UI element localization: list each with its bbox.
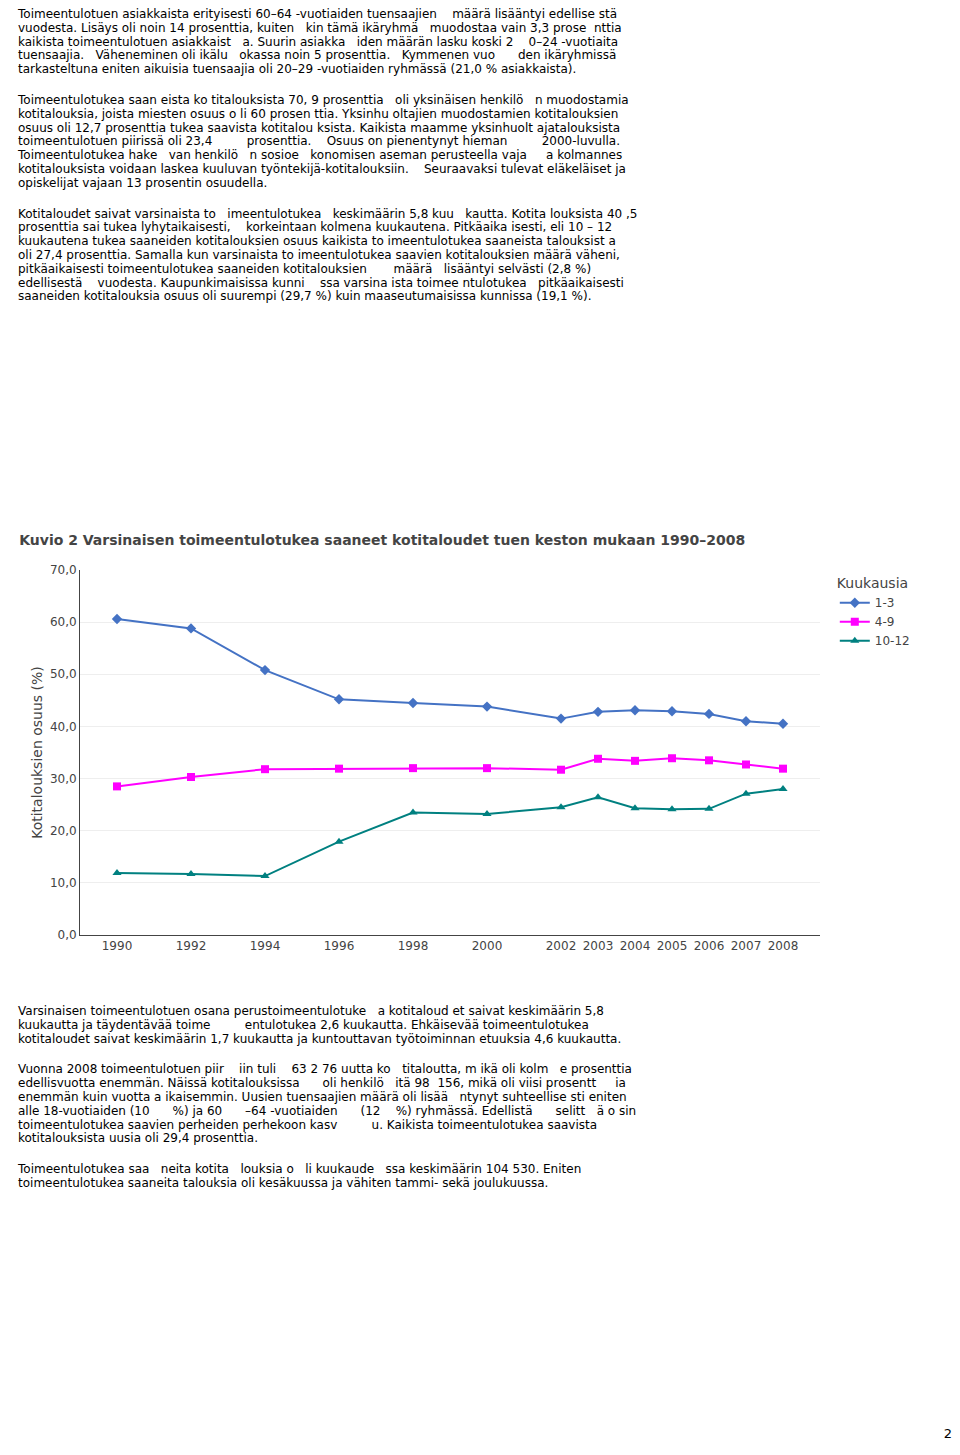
html-text:Kotitaloudet saivat varsinaist: Kotitaloudet saivat varsinaista to imeen… (18, 206, 638, 304)
svg-text:1992: 1992 (176, 939, 207, 953)
svg-text:1996: 1996 (324, 939, 355, 953)
svg-text:Kuukausia: Kuukausia (837, 575, 908, 591)
svg-text:2002: 2002 (546, 939, 577, 953)
svg-text:60,0: 60,0 (50, 615, 77, 629)
svg-text:50,0: 50,0 (50, 667, 77, 681)
svg-text:10,0: 10,0 (50, 876, 77, 890)
svg-text:1994: 1994 (250, 939, 281, 953)
html-text:Toimeentulotukea saa neita kot: Toimeentulotukea saa neita kotita louksi… (18, 1162, 582, 1190)
html-text:Toimeentulotuen asiakkaista er: Toimeentulotuen asiakkaista erityisesti … (18, 7, 622, 77)
svg-text:2005: 2005 (657, 939, 688, 953)
svg-text:Kuvio 2 Varsinaisen toimeentul: Kuvio 2 Varsinaisen toimeentulotukea saa… (19, 532, 745, 548)
svg-text:2007: 2007 (731, 939, 762, 953)
svg-text:2000: 2000 (472, 939, 503, 953)
svg-text:1-3: 1-3 (875, 596, 895, 610)
svg-text:2004: 2004 (620, 939, 651, 953)
html-text:Vuonna 2008 toimeentulotuen pi: Vuonna 2008 toimeentulotuen piir iin tul… (18, 1062, 637, 1146)
svg-text:1998: 1998 (398, 939, 429, 953)
svg-text:1990: 1990 (102, 939, 133, 953)
svg-text:2006: 2006 (694, 939, 725, 953)
svg-text:Kotitalouksien osuus (%): Kotitalouksien osuus (%) (29, 666, 45, 839)
svg-text:20,0: 20,0 (50, 824, 77, 838)
svg-text:4-9: 4-9 (875, 615, 895, 629)
svg-text:30,0: 30,0 (50, 772, 77, 786)
svg-text:2008: 2008 (768, 939, 799, 953)
html-text:Toimeentulotukea saan eista ko: Toimeentulotukea saan eista ko titalouks… (18, 93, 629, 190)
svg-text:70,0: 70,0 (50, 563, 77, 577)
svg-text:40,0: 40,0 (50, 720, 77, 734)
html-text:2: 2 (943, 1426, 952, 1441)
svg-text:2003: 2003 (583, 939, 614, 953)
svg-text:0,0: 0,0 (58, 928, 77, 942)
svg-text:10-12: 10-12 (875, 634, 910, 648)
html-text:Varsinaisen toimeentulotuen os: Varsinaisen toimeentulotuen osana perust… (18, 1004, 622, 1046)
